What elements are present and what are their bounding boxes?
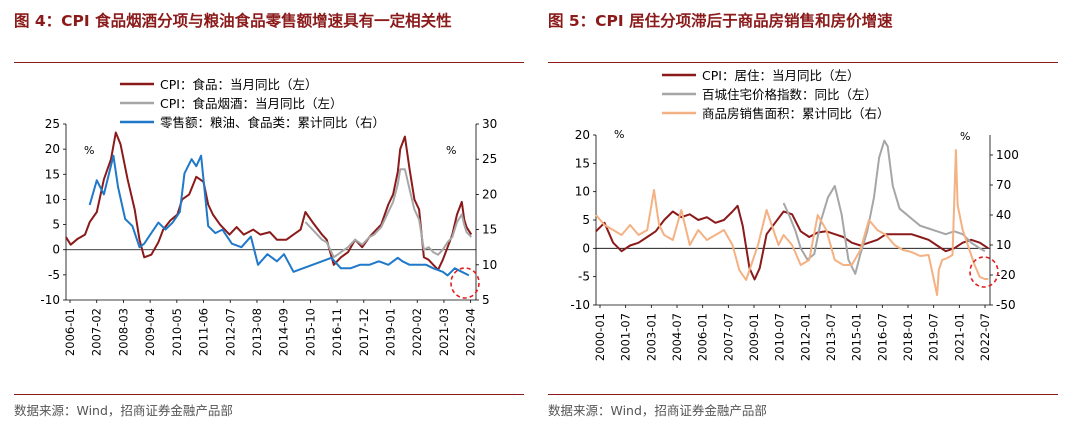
left-tick-label: 0 [582, 241, 590, 255]
x-tick-label: 2006-01 [696, 313, 710, 361]
left-tick-label: 20 [575, 128, 590, 142]
figure-5-top-rule [548, 62, 1058, 63]
figure-4-top-rule [14, 62, 524, 63]
left-tick-label: 25 [45, 117, 60, 131]
series-line-2 [782, 139, 986, 275]
right-tick-label: 10 [996, 238, 1011, 252]
left-unit-label: % [614, 128, 624, 141]
right-tick-label: -20 [996, 268, 1016, 282]
x-tick-label: 2014-09 [277, 308, 291, 356]
x-tick-label: 2001-07 [619, 313, 633, 361]
right-tick-label: 30 [482, 117, 497, 131]
left-tick-label: -5 [578, 270, 590, 284]
x-tick-label: 2021-03 [437, 308, 451, 356]
left-tick-label: 15 [45, 167, 60, 181]
left-unit-label: % [84, 144, 94, 157]
legend-label-3: 零售额：粮油、食品类：累计同比（右） [160, 115, 385, 130]
legend-label-1: CPI：居住：当月同比（左） [702, 68, 859, 83]
legend-label-3: 商品房销售面积：累计同比（右） [702, 106, 890, 121]
right-tick-label: 100 [996, 148, 1019, 162]
x-tick-label: 2016-11 [330, 308, 344, 356]
right-unit-label: % [446, 144, 456, 157]
right-tick-label: 10 [482, 258, 497, 272]
x-tick-label: 2019-01 [384, 308, 398, 356]
legend-label-2: CPI：食品烟酒：当月同比（左） [160, 96, 342, 111]
x-tick-label: 2012-07 [223, 308, 237, 356]
left-tick-label: -10 [40, 293, 60, 307]
right-tick-label: 5 [482, 293, 490, 307]
left-tick-label: -5 [48, 268, 60, 282]
x-tick-label: 2015-01 [850, 313, 864, 361]
legend-label-1: CPI：食品：当月同比（左） [160, 77, 317, 92]
x-tick-label: 2008-03 [116, 308, 130, 356]
right-tick-label: 70 [996, 178, 1011, 192]
figure-5-bottom-rule [548, 394, 1058, 395]
figure-5-source: 数据来源：Wind，招商证券金融产品部 [548, 403, 767, 418]
highlight-circle [450, 267, 480, 299]
x-tick-label: 2003-01 [644, 313, 658, 361]
x-tick-label: 2010-05 [170, 308, 184, 356]
right-tick-label: 40 [996, 208, 1011, 222]
left-tick-label: -10 [570, 298, 590, 312]
left-tick-label: 10 [575, 185, 590, 199]
right-tick-label: 15 [482, 223, 497, 237]
x-tick-label: 2000-01 [593, 313, 607, 361]
x-tick-label: 2017-12 [357, 308, 371, 356]
x-tick-label: 2009-04 [143, 308, 157, 356]
x-tick-label: 2018-01 [901, 313, 915, 361]
right-unit-label: % [960, 130, 970, 143]
figure-4-bottom-rule [14, 394, 524, 395]
x-tick-label: 2022-04 [464, 308, 478, 356]
legend-label-2: 百城住宅价格指数：同比（左） [702, 87, 877, 102]
x-tick-label: 2007-07 [721, 313, 735, 361]
x-tick-label: 2007-02 [90, 308, 104, 356]
x-tick-label: 2015-10 [303, 308, 317, 356]
x-tick-label: 2021-01 [952, 313, 966, 361]
x-tick-label: 2010-07 [773, 313, 787, 361]
left-tick-label: 5 [582, 213, 590, 227]
left-tick-label: 0 [52, 243, 60, 257]
x-tick-label: 2013-08 [250, 308, 264, 356]
x-tick-label: 2016-07 [875, 313, 889, 361]
x-tick-label: 2009-01 [747, 313, 761, 361]
series-line-3 [595, 149, 989, 296]
x-tick-label: 2012-01 [798, 313, 812, 361]
x-tick-label: 2019-07 [927, 313, 941, 361]
right-tick-label: 25 [482, 152, 497, 166]
series-line-2 [304, 168, 473, 259]
x-tick-label: 2006-01 [63, 308, 77, 356]
figure-4-title: 图 4：CPI 食品烟酒分项与粮油食品零售额增速具有一定相关性 [14, 12, 452, 30]
x-tick-label: 2004-07 [670, 313, 684, 361]
left-tick-label: 15 [575, 156, 590, 170]
x-tick-label: 2013-07 [824, 313, 838, 361]
right-tick-label: 20 [482, 187, 497, 201]
highlight-circle [969, 256, 999, 288]
figure-4-source: 数据来源：Wind，招商证券金融产品部 [14, 403, 233, 418]
x-tick-label: 2011-06 [197, 308, 211, 356]
right-tick-label: -50 [996, 298, 1016, 312]
left-tick-label: 20 [45, 142, 60, 156]
x-tick-label: 2022-07 [978, 313, 992, 361]
series-line-1 [595, 204, 989, 281]
figure-5-title: 图 5：CPI 居住分项滞后于商品房销售和房价增速 [548, 12, 893, 30]
left-tick-label: 10 [45, 192, 60, 206]
series-line-3 [88, 154, 470, 277]
x-tick-label: 2020-02 [410, 308, 424, 356]
left-tick-label: 5 [52, 218, 60, 232]
